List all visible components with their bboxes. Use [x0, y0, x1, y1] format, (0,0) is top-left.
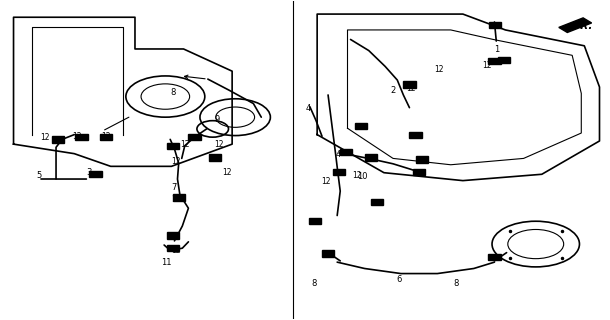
Polygon shape	[90, 171, 102, 178]
Text: 12: 12	[434, 65, 443, 74]
Text: 12: 12	[171, 195, 181, 204]
Polygon shape	[403, 81, 415, 88]
Text: 12: 12	[309, 218, 319, 227]
Text: 1: 1	[493, 45, 499, 54]
Text: 12: 12	[168, 233, 178, 242]
Text: 4: 4	[336, 150, 341, 159]
Polygon shape	[489, 58, 501, 64]
Text: 12: 12	[223, 168, 232, 177]
Text: 7: 7	[172, 183, 177, 192]
Text: 12: 12	[180, 140, 190, 149]
Text: 12: 12	[214, 140, 223, 149]
Text: 2: 2	[390, 86, 396, 95]
Polygon shape	[167, 142, 179, 149]
Text: 11: 11	[161, 258, 172, 267]
Polygon shape	[167, 245, 179, 252]
Polygon shape	[340, 149, 353, 155]
Text: 12: 12	[40, 133, 50, 142]
Text: 3: 3	[87, 168, 92, 177]
Text: 12: 12	[171, 157, 181, 166]
Text: 12: 12	[171, 246, 181, 255]
Text: 12: 12	[483, 61, 492, 70]
Polygon shape	[173, 194, 185, 201]
Text: 12: 12	[352, 171, 361, 180]
Polygon shape	[409, 132, 422, 139]
Polygon shape	[365, 154, 376, 161]
Text: 6: 6	[396, 276, 402, 284]
Polygon shape	[188, 134, 201, 140]
Polygon shape	[489, 253, 501, 260]
Polygon shape	[371, 199, 382, 205]
Text: 8: 8	[170, 88, 175, 97]
Text: 12: 12	[417, 170, 426, 179]
Polygon shape	[498, 57, 510, 63]
Text: 8: 8	[453, 279, 458, 288]
Text: 8: 8	[312, 279, 317, 288]
Text: 10: 10	[357, 172, 368, 181]
Polygon shape	[559, 18, 592, 32]
Polygon shape	[333, 169, 345, 175]
Polygon shape	[322, 251, 334, 257]
Text: 12: 12	[490, 58, 499, 67]
Polygon shape	[100, 134, 112, 140]
Text: 12: 12	[101, 132, 110, 141]
Text: 12: 12	[409, 132, 419, 141]
Polygon shape	[167, 232, 179, 239]
Text: 12: 12	[89, 171, 98, 180]
Text: 12: 12	[406, 84, 416, 93]
Text: 12: 12	[373, 199, 382, 208]
Text: 4: 4	[306, 104, 310, 113]
Polygon shape	[76, 134, 88, 140]
Text: FR.: FR.	[573, 21, 593, 31]
Polygon shape	[489, 22, 501, 28]
Polygon shape	[355, 123, 367, 129]
Text: 12: 12	[321, 177, 331, 186]
Polygon shape	[309, 218, 321, 224]
Polygon shape	[415, 156, 428, 163]
Text: 5: 5	[37, 171, 41, 180]
Polygon shape	[413, 169, 425, 175]
Text: 12: 12	[73, 132, 82, 141]
Polygon shape	[52, 136, 64, 142]
Text: 9: 9	[214, 115, 220, 124]
Polygon shape	[209, 154, 221, 161]
